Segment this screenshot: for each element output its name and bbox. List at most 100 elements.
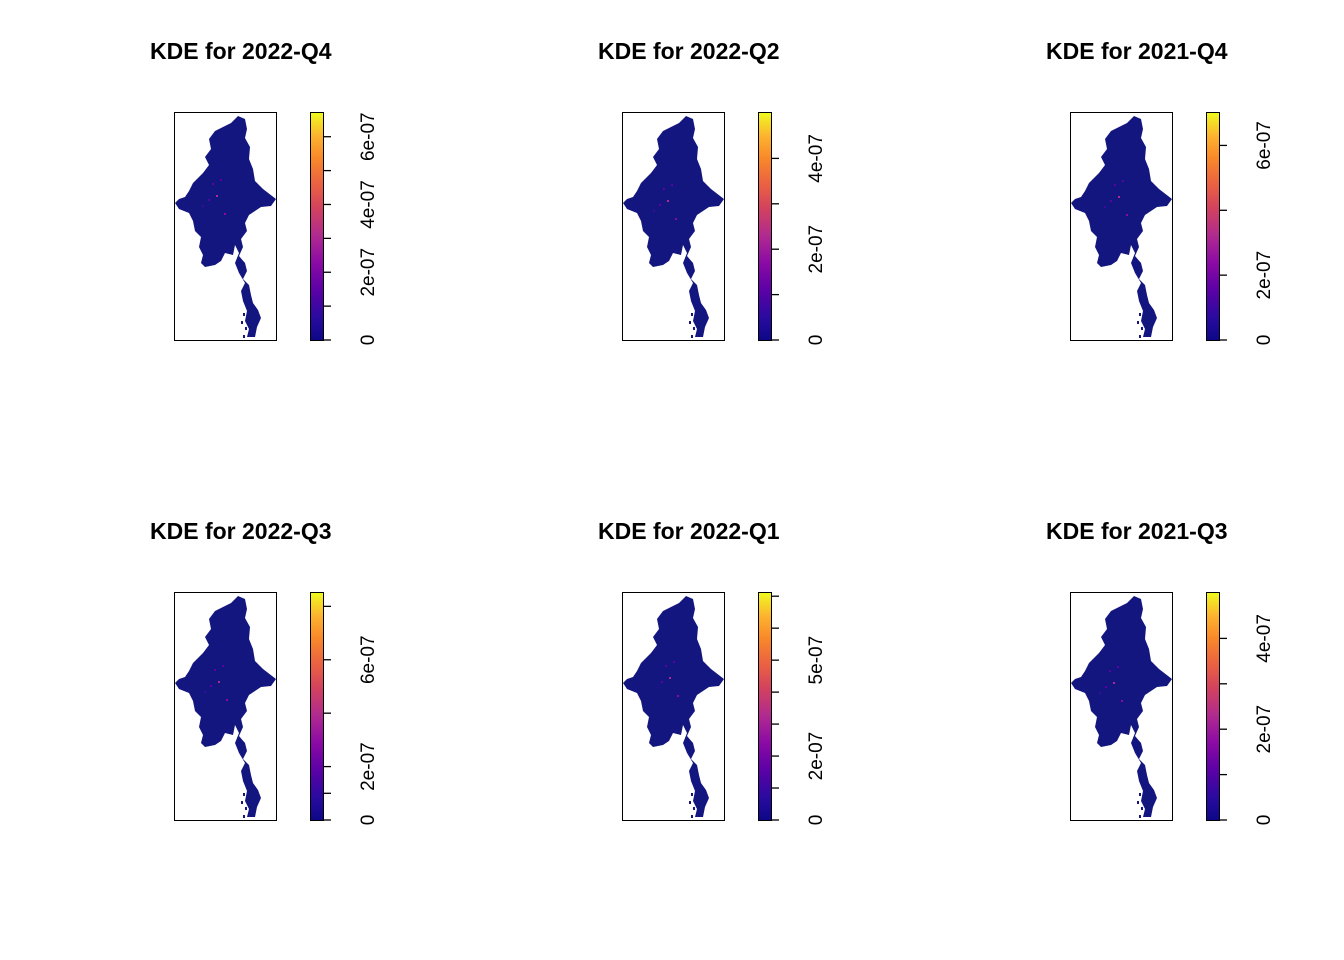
country-shape bbox=[623, 116, 724, 337]
legend-axis: 0 2e-07 5e-07 bbox=[772, 592, 832, 825]
legend-axis-svg: 0 2e-07 6e-07 bbox=[324, 605, 379, 825]
legend-tick-label: 4e-07 bbox=[806, 134, 827, 183]
density-hotspot bbox=[214, 669, 216, 671]
island bbox=[248, 789, 250, 792]
density-hotspot bbox=[226, 699, 228, 701]
legend-axis-svg: 0 2e-07 5e-07 bbox=[772, 595, 827, 825]
island bbox=[689, 321, 691, 324]
legend-tick-label: 2e-07 bbox=[1254, 251, 1275, 300]
density-hotspot bbox=[675, 218, 677, 220]
density-hotspot bbox=[222, 665, 224, 667]
density-hotspot bbox=[661, 681, 663, 683]
legend-axis: 0 2e-07 6e-07 bbox=[1220, 112, 1280, 345]
country-shape bbox=[175, 116, 276, 337]
island bbox=[1137, 801, 1139, 804]
color-legend-bar bbox=[758, 592, 772, 821]
kde-map bbox=[622, 112, 725, 341]
panel-title: KDE for 2021-Q3 bbox=[1046, 518, 1228, 544]
legend-tick-label: 0 bbox=[1254, 335, 1275, 346]
density-hotspot bbox=[1109, 670, 1111, 672]
legend-tick-label: 0 bbox=[358, 815, 379, 826]
legend-tick-label: 6e-07 bbox=[358, 635, 379, 684]
density-hotspot bbox=[659, 204, 661, 206]
island bbox=[243, 313, 245, 316]
density-hotspot bbox=[665, 665, 667, 667]
panel-title: KDE for 2022-Q2 bbox=[598, 38, 780, 64]
color-legend-bar bbox=[758, 112, 772, 341]
density-hotspot bbox=[663, 188, 665, 190]
island bbox=[696, 789, 698, 792]
island bbox=[245, 807, 247, 810]
panel-title: KDE for 2021-Q4 bbox=[1046, 38, 1228, 64]
kde-panel-2021-q3: KDE for 2021-Q3 0 2e-07 4e-07 bbox=[896, 480, 1344, 960]
island bbox=[243, 793, 245, 796]
color-legend-bar bbox=[310, 112, 324, 341]
legend-axis-svg: 0 2e-07 6e-07 bbox=[1220, 121, 1275, 345]
island bbox=[243, 815, 245, 818]
legend-tick-label: 0 bbox=[358, 335, 379, 346]
density-hotspot bbox=[204, 691, 206, 693]
color-legend-bar bbox=[1206, 592, 1220, 821]
density-hotspot bbox=[202, 205, 204, 207]
density-hotspot bbox=[224, 213, 226, 215]
panel-title: KDE for 2022-Q1 bbox=[598, 518, 780, 544]
island bbox=[1139, 793, 1141, 796]
island bbox=[245, 327, 247, 330]
kde-map bbox=[1070, 592, 1173, 821]
legend-tick-label: 2e-07 bbox=[806, 732, 827, 781]
density-hotspot bbox=[677, 695, 679, 697]
legend-tick-label: 6e-07 bbox=[358, 112, 379, 161]
myanmar-outline bbox=[175, 596, 276, 818]
island bbox=[248, 309, 250, 312]
island bbox=[241, 321, 243, 324]
density-hotspot bbox=[1099, 692, 1101, 694]
density-hotspot bbox=[671, 184, 673, 186]
panel-title: KDE for 2022-Q4 bbox=[150, 38, 332, 64]
color-legend-bar bbox=[1206, 112, 1220, 341]
legend-tick-label: 2e-07 bbox=[358, 742, 379, 791]
density-hotspot bbox=[208, 199, 210, 201]
density-hotspot bbox=[220, 179, 222, 181]
legend-axis: 0 2e-07 6e-07 bbox=[324, 592, 384, 825]
legend-tick-label: 2e-07 bbox=[1254, 705, 1275, 754]
island bbox=[693, 807, 695, 810]
legend-tick-label: 2e-07 bbox=[358, 248, 379, 297]
density-hotspot bbox=[1122, 180, 1124, 182]
country-shape bbox=[1071, 596, 1172, 817]
legend-axis: 0 2e-07 4e-07 6e-07 bbox=[324, 112, 384, 345]
island bbox=[691, 793, 693, 796]
legend-axis-svg: 0 2e-07 4e-07 bbox=[1220, 614, 1275, 825]
panel-title: KDE for 2022-Q3 bbox=[150, 518, 332, 544]
legend-axis-svg: 0 2e-07 4e-07 6e-07 bbox=[324, 112, 379, 345]
legend-tick-label: 4e-07 bbox=[1254, 614, 1275, 663]
density-hotspot bbox=[1118, 196, 1120, 198]
density-hotspot bbox=[1113, 682, 1115, 684]
myanmar-outline bbox=[175, 116, 276, 338]
island bbox=[243, 335, 245, 338]
density-hotspot bbox=[1117, 666, 1119, 668]
density-hotspot bbox=[218, 681, 220, 683]
density-hotspot bbox=[216, 195, 218, 197]
island bbox=[1139, 815, 1141, 818]
kde-map bbox=[174, 592, 277, 821]
density-hotspot bbox=[673, 661, 675, 663]
island bbox=[691, 313, 693, 316]
island bbox=[1144, 789, 1146, 792]
density-hotspot bbox=[669, 677, 671, 679]
island bbox=[1141, 807, 1143, 810]
legend-tick-label: 0 bbox=[1254, 815, 1275, 826]
density-hotspot bbox=[1126, 214, 1128, 216]
kde-panel-2022-q3: KDE for 2022-Q3 0 2e-07 6e-07 bbox=[0, 480, 448, 960]
kde-panel-2022-q2: KDE for 2022-Q2 0 2e-07 4e-07 bbox=[448, 0, 896, 480]
density-hotspot bbox=[1114, 184, 1116, 186]
island bbox=[1139, 335, 1141, 338]
country-shape bbox=[1071, 116, 1172, 337]
island bbox=[1137, 321, 1139, 324]
island bbox=[691, 335, 693, 338]
myanmar-outline bbox=[623, 116, 724, 338]
island bbox=[1139, 313, 1141, 316]
color-legend-bar bbox=[310, 592, 324, 821]
kde-map bbox=[1070, 112, 1173, 341]
legend-tick-label: 2e-07 bbox=[806, 225, 827, 274]
legend-axis: 0 2e-07 4e-07 bbox=[1220, 592, 1280, 825]
